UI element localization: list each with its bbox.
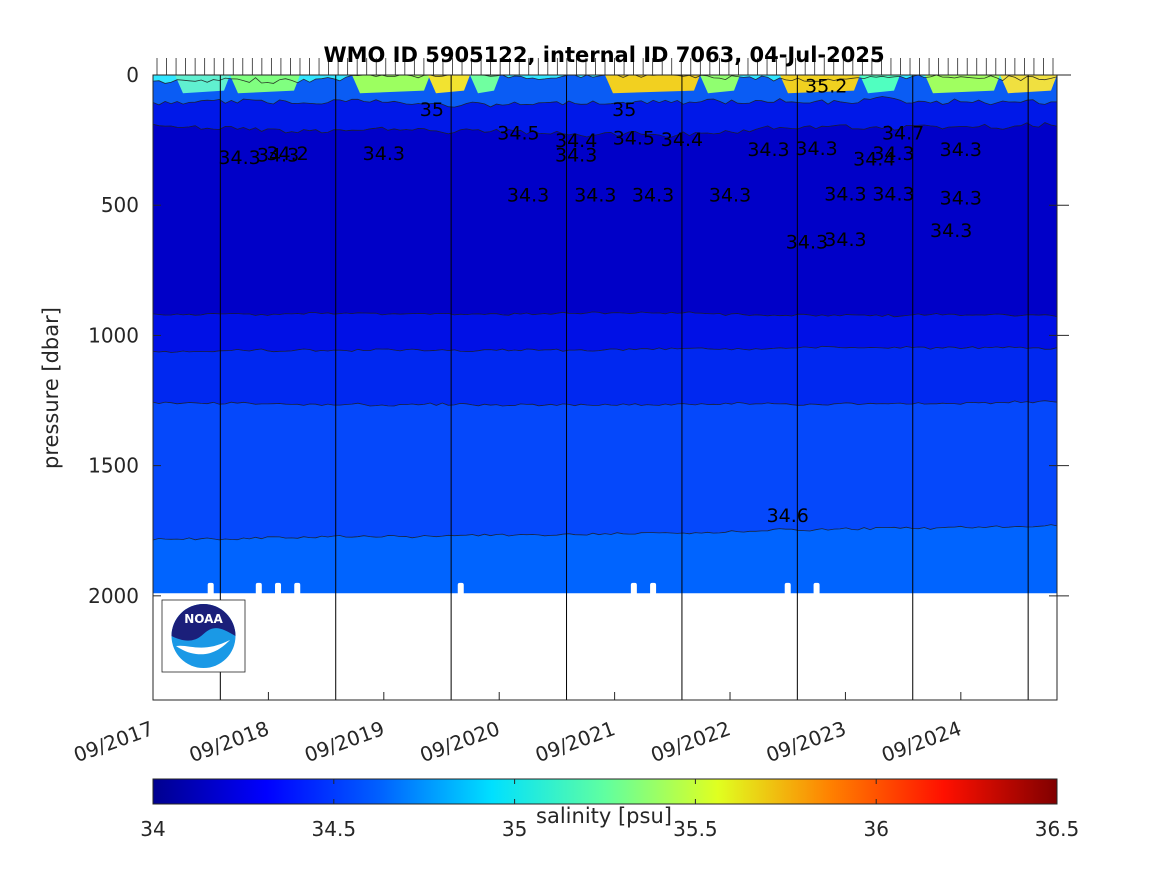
missing-data-gap-1 bbox=[255, 582, 262, 596]
contour-label-8: 34.6 bbox=[767, 505, 809, 527]
contour-label-26: 35 bbox=[420, 99, 444, 121]
salinity-layer-5 bbox=[153, 346, 1057, 406]
salinity-layer-7 bbox=[153, 524, 1057, 594]
contour-line-3 bbox=[153, 122, 1057, 138]
contour-label-23: 34.5 bbox=[497, 122, 539, 144]
colorbar-tick-label: 36.5 bbox=[1035, 817, 1080, 841]
surface-patch-2 bbox=[470, 75, 500, 94]
contour-label-9: 34.3 bbox=[507, 184, 549, 206]
colorbar-tick-label: 34.5 bbox=[312, 817, 357, 841]
chart-title: WMO ID 5905122, internal ID 7063, 04-Jul… bbox=[323, 43, 884, 67]
noaa-logo-text: NOAA bbox=[184, 612, 223, 626]
contour-line-5 bbox=[153, 345, 1057, 353]
contour-label-6: 34.3 bbox=[872, 143, 914, 165]
contour-label-21: 34.4 bbox=[661, 129, 703, 151]
colorbar-ticks: 34 34.5 35 35.5 36 36.5 bbox=[140, 779, 1079, 841]
contour-label-10: 34.3 bbox=[574, 184, 616, 206]
missing-data-gap-3 bbox=[294, 582, 301, 596]
contour-line-1 bbox=[153, 75, 1057, 84]
contour-lines bbox=[153, 75, 1057, 541]
y-axis-label: pressure [dbar] bbox=[39, 307, 63, 469]
surface-patch-10 bbox=[175, 75, 230, 94]
x-tick-label: 09/2019 bbox=[301, 716, 387, 767]
x-tick-label: 09/2024 bbox=[878, 716, 964, 767]
salinity-layer-2 bbox=[153, 96, 1057, 138]
missing-data-gap-5 bbox=[630, 582, 637, 596]
contour-label-5: 34.3 bbox=[795, 138, 837, 160]
contour-label-12: 34.3 bbox=[709, 184, 751, 206]
x-tick-label: 09/2017 bbox=[70, 716, 156, 767]
x-tick-label: 09/2023 bbox=[763, 716, 849, 767]
colorbar-tick-label: 36 bbox=[863, 817, 888, 841]
contour-label-14: 34.3 bbox=[872, 183, 914, 205]
contour-label-20: 34.4 bbox=[555, 130, 597, 152]
contour-label-15: 34.3 bbox=[940, 187, 982, 209]
surface-patch-4 bbox=[700, 75, 740, 94]
salinity-layer-3 bbox=[153, 122, 1057, 317]
missing-data-gap-2 bbox=[275, 582, 282, 596]
surface-patch-1 bbox=[428, 75, 470, 94]
colorbar-tick-label: 35.5 bbox=[673, 817, 718, 841]
contour-label-13: 34.3 bbox=[824, 183, 866, 205]
y-tick-label: 500 bbox=[101, 193, 139, 217]
colorbar-label: salinity [psu] bbox=[536, 804, 672, 828]
contour-label-1: 34.3 bbox=[257, 144, 299, 166]
x-tick-label: 09/2021 bbox=[532, 716, 618, 767]
y-tick-label: 1000 bbox=[88, 323, 139, 347]
x-tick-label: 09/2020 bbox=[417, 716, 503, 767]
contour-line-6 bbox=[153, 400, 1057, 407]
surface-patch-9 bbox=[230, 75, 300, 94]
contour-label-18: 34.3 bbox=[930, 220, 972, 242]
contour-label-3: 34.3 bbox=[555, 144, 597, 166]
contour-label-22: 34.4 bbox=[853, 148, 895, 170]
missing-data-gap-8 bbox=[813, 582, 820, 596]
surface-patch-7 bbox=[925, 75, 1000, 94]
salinity-layers bbox=[153, 75, 1057, 596]
contour-label-2: 34.3 bbox=[363, 143, 405, 165]
y-tick-label: 1500 bbox=[88, 454, 139, 478]
year-divider-lines bbox=[219, 75, 1029, 700]
contour-label-17: 34.3 bbox=[824, 229, 866, 251]
contour-line-4 bbox=[153, 311, 1057, 318]
contour-label-19: 34.2 bbox=[266, 143, 308, 165]
missing-data-gap-4 bbox=[457, 582, 464, 596]
contour-label-7: 34.3 bbox=[940, 139, 982, 161]
contour-label-4: 34.3 bbox=[747, 139, 789, 161]
colorbar-gradient bbox=[152, 778, 1058, 805]
noaa-logo: NOAA bbox=[161, 599, 246, 673]
contour-label-28: 35.2 bbox=[805, 75, 847, 97]
salinity-layer-6 bbox=[153, 400, 1057, 540]
contour-line-7 bbox=[153, 524, 1057, 541]
colorbar: 34 34.5 35 35.5 36 36.5 salinity [psu] bbox=[140, 778, 1079, 841]
salinity-layer-4 bbox=[153, 311, 1057, 353]
y-tick-label: 0 bbox=[126, 63, 139, 87]
contour-label-0: 34.3 bbox=[218, 147, 260, 169]
y-tick-label: 2000 bbox=[88, 584, 139, 608]
contour-line-2 bbox=[153, 96, 1057, 108]
surface-patch-6 bbox=[860, 75, 900, 94]
x-axis: 09/2017 09/2018 09/2019 09/2020 09/2021 09/20… bbox=[70, 692, 965, 767]
surface-patch-0 bbox=[352, 75, 430, 94]
colorbar-tick-label: 34 bbox=[140, 817, 165, 841]
plot-frame bbox=[152, 74, 1058, 701]
surface-patch-3 bbox=[605, 75, 700, 94]
x-tick-label: 09/2018 bbox=[186, 716, 272, 767]
contour-label-25: 34.7 bbox=[882, 122, 924, 144]
contour-labels: 34.334.3 34.3 34.3 34.3 34.3 34.3 34.334.634.3… bbox=[218, 75, 982, 527]
x-tick-label: 09/2022 bbox=[647, 716, 733, 767]
contour-label-16: 34.3 bbox=[786, 232, 828, 254]
missing-data-gap-0 bbox=[207, 582, 214, 596]
colorbar-tick-label: 35 bbox=[502, 817, 527, 841]
contour-label-11: 34.3 bbox=[632, 184, 674, 206]
contour-label-24: 34.5 bbox=[613, 128, 655, 150]
contour-label-27: 35 bbox=[612, 99, 636, 121]
y-axis: 0 500 1000 1500 2000 bbox=[88, 63, 1069, 608]
missing-data-gap-7 bbox=[784, 582, 791, 596]
missing-data-gap-6 bbox=[650, 582, 657, 596]
